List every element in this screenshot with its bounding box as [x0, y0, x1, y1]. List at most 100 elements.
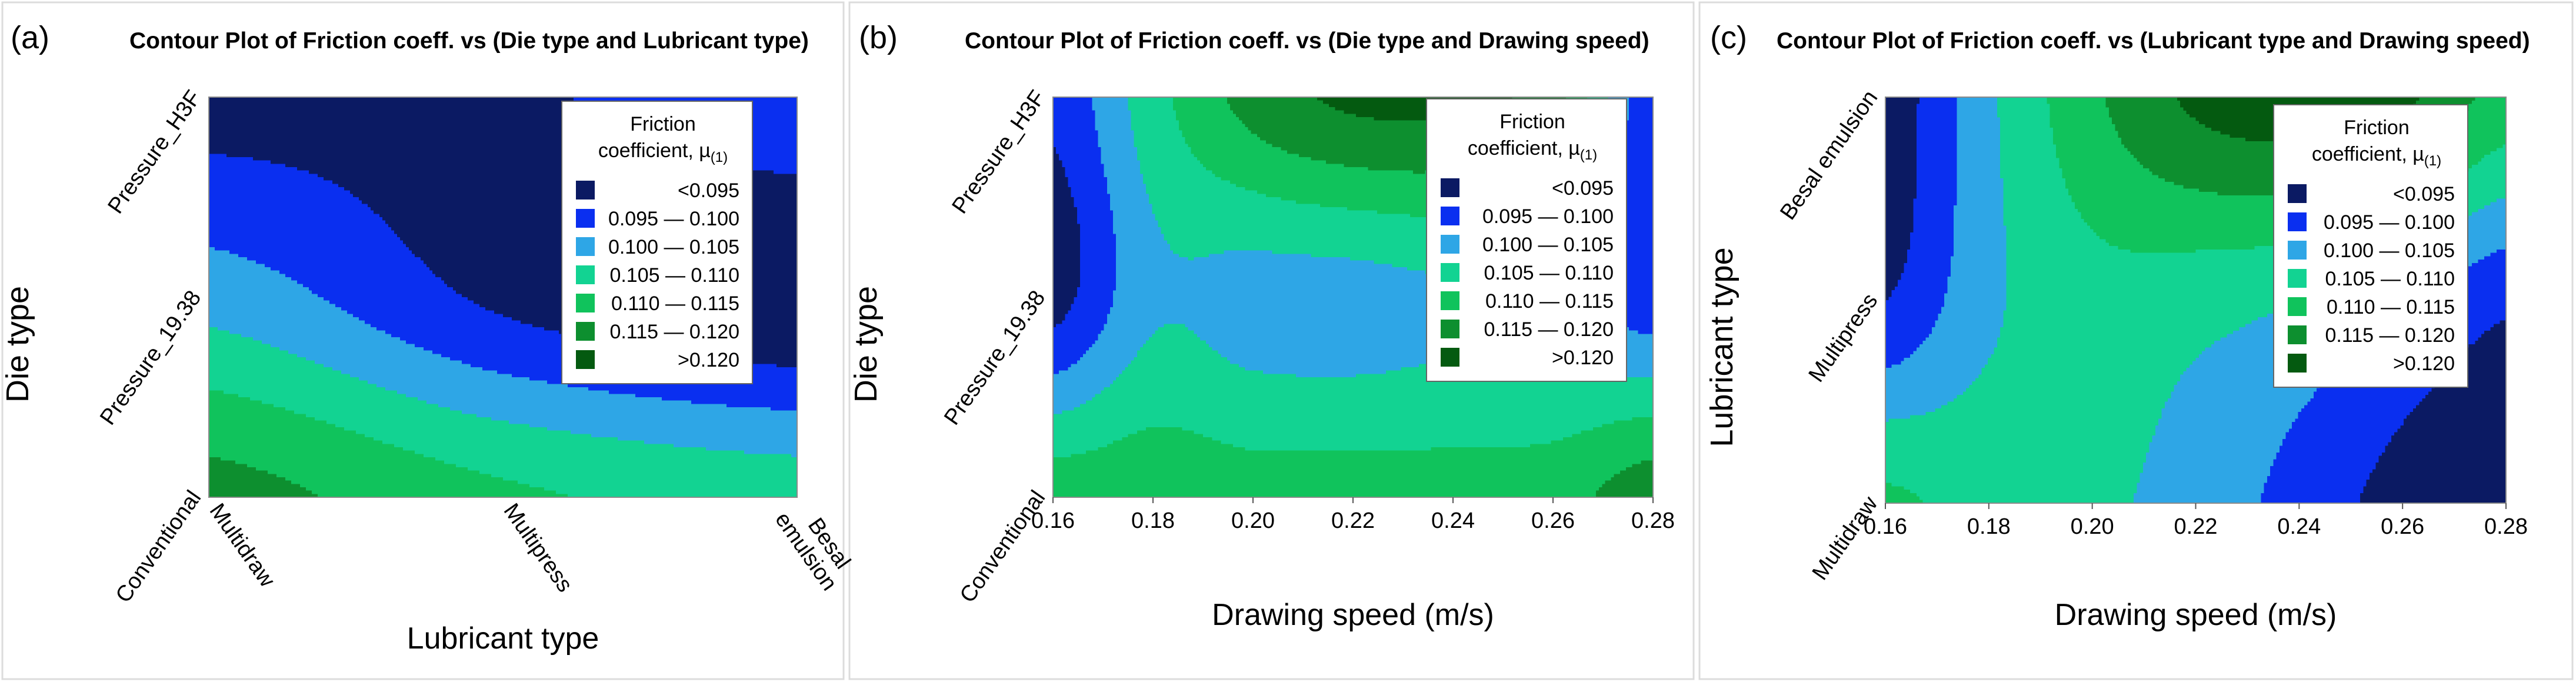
contour-cell — [1083, 354, 1138, 358]
contour-cell — [1161, 227, 1564, 231]
contour-cell — [568, 384, 798, 388]
contour-cell — [209, 380, 368, 384]
contour-cell — [406, 394, 636, 398]
contour-cell — [1885, 229, 1914, 233]
contour-cell — [1885, 395, 1957, 399]
contour-cell — [1079, 257, 1117, 261]
contour-cell — [2285, 432, 2395, 436]
contour-cell — [1885, 262, 1905, 267]
contour-cell — [1116, 257, 1189, 261]
contour-cell — [2360, 493, 2507, 497]
contour-cell — [1913, 205, 1954, 210]
contour-cell — [1910, 415, 2162, 419]
contour-cell — [209, 167, 298, 171]
legend-swatch — [2288, 354, 2307, 373]
contour-cell — [1885, 205, 1914, 210]
contour-cell — [247, 464, 456, 468]
contour-cell — [1053, 487, 1599, 491]
contour-cell — [1149, 337, 1201, 341]
contour-cell — [1885, 465, 2144, 470]
contour-cell — [1910, 246, 1954, 250]
contour-cell — [1134, 137, 1185, 141]
contour-cell — [288, 350, 433, 354]
contour-cell — [1053, 447, 1099, 451]
contour-cell — [744, 450, 798, 454]
contour-cell — [209, 420, 327, 424]
contour-cell — [1954, 246, 2007, 250]
contour-cell — [1053, 267, 1081, 271]
contour-cell — [2115, 127, 2212, 132]
contour-cell — [1626, 120, 1654, 124]
contour-cell — [2003, 317, 2258, 321]
contour-cell — [376, 384, 568, 388]
contour-cell — [2180, 378, 2327, 382]
contour-cell — [2003, 215, 2081, 220]
contour-cell — [2462, 219, 2507, 223]
contour-cell — [1155, 330, 1195, 334]
contour-cell — [1885, 384, 1970, 389]
contour-cell — [229, 330, 386, 334]
contour-cell — [1065, 170, 1105, 174]
panel-b-legend: Friction coefficient, µ(1) <0.095 0.095 — 0… — [1426, 98, 1627, 382]
contour-cell — [2441, 232, 2507, 237]
contour-cell — [1116, 260, 1375, 264]
contour-cell — [1137, 354, 1222, 358]
contour-cell — [2317, 388, 2432, 392]
contour-cell — [1053, 310, 1069, 314]
contour-cell — [209, 314, 354, 318]
contour-cell — [1614, 320, 1654, 324]
contour-cell — [1079, 280, 1117, 284]
contour-cell — [1632, 417, 1654, 421]
contour-cell — [1116, 377, 1654, 381]
contour-cell — [2006, 270, 2364, 274]
contour-cell — [324, 364, 471, 368]
contour-cell — [209, 444, 395, 448]
contour-cell — [1098, 447, 1245, 451]
contour-cell — [209, 184, 339, 188]
contour-cell — [1904, 486, 2137, 490]
contour-cell — [644, 440, 798, 444]
contour-cell — [2475, 97, 2507, 101]
contour-cell — [1614, 420, 1654, 424]
contour-cell — [1101, 154, 1138, 158]
contour-cell — [1944, 303, 2007, 308]
contour-cell — [1179, 127, 1249, 131]
contour-cell — [2468, 104, 2507, 108]
legend-swatch — [2288, 325, 2307, 344]
contour-cell — [1954, 222, 2004, 227]
contour-cell — [2050, 121, 2112, 125]
contour-cell — [1944, 300, 2007, 304]
contour-cell — [1885, 131, 1917, 135]
contour-cell — [1104, 327, 1159, 331]
legend-title: Friction — [2344, 117, 2409, 139]
contour-cell — [209, 174, 318, 178]
legend-swatch — [2288, 297, 2307, 316]
contour-cell — [2217, 192, 2299, 196]
contour-cell — [1941, 307, 2007, 311]
contour-cell — [1059, 154, 1102, 158]
contour-cell — [1053, 167, 1065, 171]
x-tick-label: 0.26 — [2381, 514, 2424, 539]
contour-cell — [2431, 195, 2507, 199]
contour-cell — [1053, 450, 1087, 454]
contour-cell — [2261, 493, 2361, 497]
contour-cell — [394, 444, 674, 448]
contour-cell — [2052, 127, 2115, 132]
contour-cell — [1885, 212, 1914, 216]
contour-cell — [1179, 120, 1242, 124]
contour-cell — [1608, 217, 1654, 221]
contour-cell — [209, 390, 224, 394]
contour-cell — [1185, 324, 1621, 328]
y-axis-title: Die type — [0, 286, 35, 403]
contour-cell — [1107, 320, 1615, 324]
contour-cell — [1062, 410, 1654, 414]
contour-cell — [1074, 197, 1111, 201]
contour-cell — [2382, 452, 2507, 457]
contour-cell — [209, 334, 242, 338]
legend-entry-label: <0.095 — [1552, 177, 1614, 199]
contour-cell — [2189, 364, 2339, 368]
contour-cell — [2484, 256, 2507, 260]
contour-cell — [1605, 314, 1654, 318]
contour-cell — [1994, 347, 2205, 351]
